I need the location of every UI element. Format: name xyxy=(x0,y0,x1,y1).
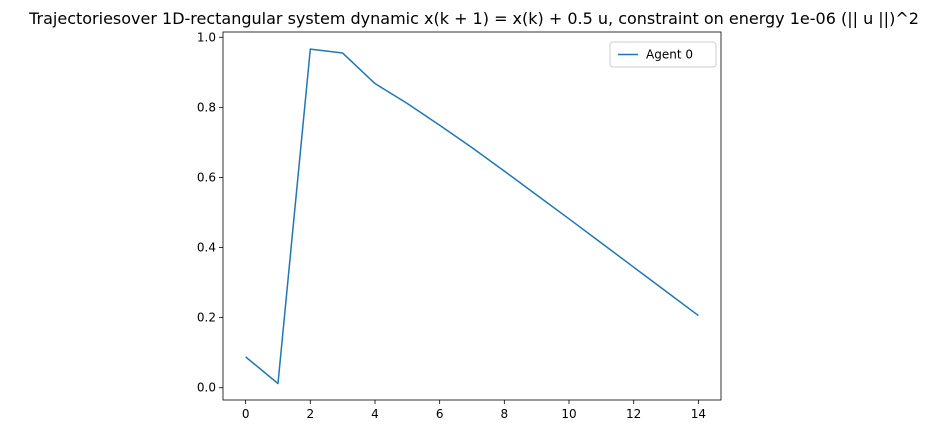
axes-frame xyxy=(222,31,722,401)
y-tick-label: 0.8 xyxy=(197,100,216,114)
legend: Agent 0 xyxy=(609,41,717,68)
series-line-0 xyxy=(245,48,699,385)
y-tick-label: 0.6 xyxy=(197,170,216,184)
y-tick-label: 1.0 xyxy=(197,30,216,44)
y-tick-label: 0.0 xyxy=(197,381,216,395)
y-tick-label: 0.2 xyxy=(197,311,216,325)
legend-box xyxy=(609,41,717,68)
x-tick-label: 6 xyxy=(436,407,444,421)
x-tick-label: 14 xyxy=(691,407,706,421)
x-tick-label: 8 xyxy=(501,407,509,421)
x-tick-label: 2 xyxy=(306,407,314,421)
plot-area: 0 2 4 6 8 10 12 14 0.0 0.2 0.4 0.6 0.8 1.0 xyxy=(197,30,722,421)
y-tick-label: 0.4 xyxy=(197,241,216,255)
chart-title: Trajectoriesover 1D-rectangular system d… xyxy=(28,9,919,28)
x-tick-label: 4 xyxy=(371,407,379,421)
x-tick-label: 0 xyxy=(242,407,250,421)
x-tick-label: 10 xyxy=(561,407,576,421)
x-tick-label: 12 xyxy=(626,407,641,421)
legend-label: Agent 0 xyxy=(646,48,693,62)
